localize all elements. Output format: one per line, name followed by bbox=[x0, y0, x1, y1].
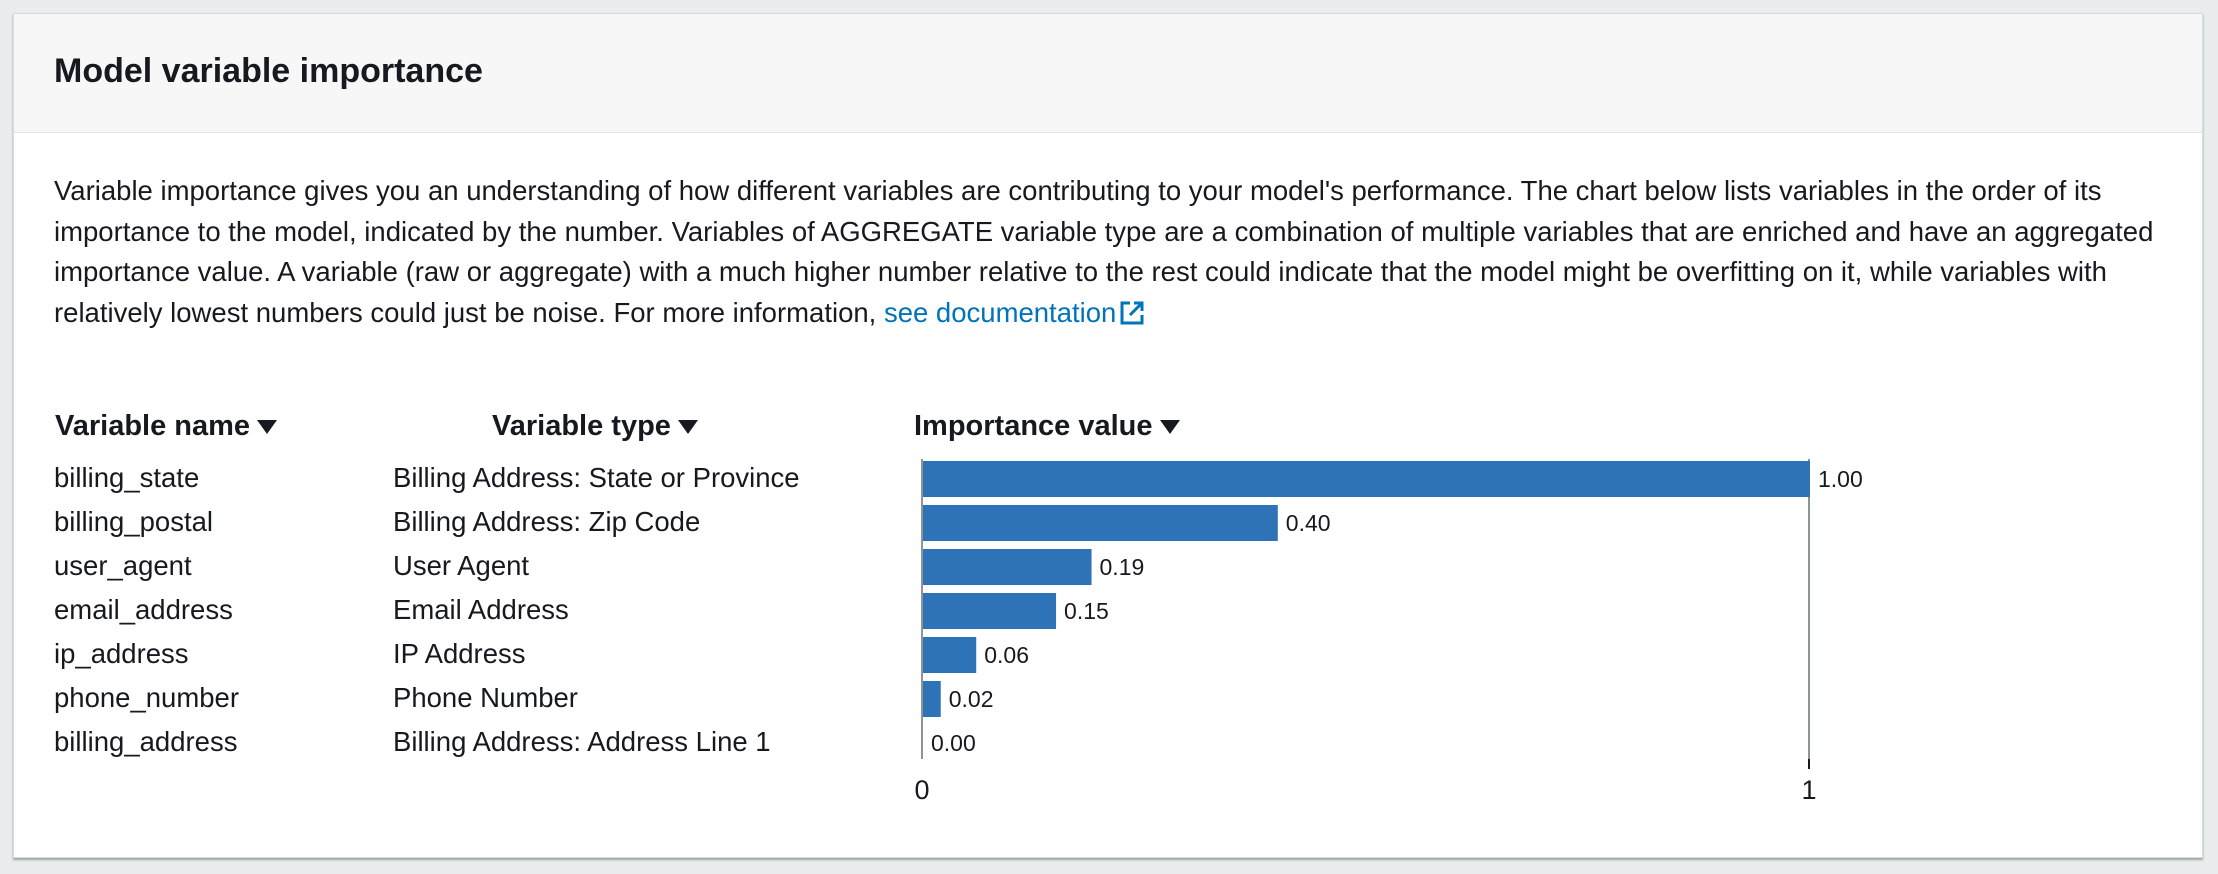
column-header-label[interactable]: Variable type bbox=[492, 410, 671, 442]
bar-value-label: 0.19 bbox=[1100, 554, 1145, 580]
see-documentation-label[interactable]: see documentation bbox=[883, 296, 1117, 328]
external-link-icon[interactable] bbox=[1118, 299, 1146, 327]
bar-value-label: 0.40 bbox=[1286, 510, 1331, 536]
bar-value-label: 0.00 bbox=[931, 730, 976, 756]
variable-name-cell: billing_address bbox=[54, 726, 238, 757]
importance-bar bbox=[923, 549, 1092, 585]
variable-name-cell: billing_postal bbox=[54, 506, 213, 537]
variable-name-cell: user_agent bbox=[54, 550, 192, 581]
column-header-variable-type[interactable]: Variable type bbox=[492, 410, 699, 443]
column-header-label[interactable]: Importance value bbox=[914, 410, 1153, 442]
variable-type-cell: Billing Address: State or Province bbox=[393, 462, 800, 493]
variable-name-cell: email_address bbox=[54, 594, 233, 625]
importance-bar-chart: 1.00 0.40 0.19 0.15 0.06 0.02 0.000 1 bbox=[914, 459, 1863, 805]
sort-caret-down-icon[interactable] bbox=[256, 418, 278, 436]
panel-description: Variable importance gives you an underst… bbox=[54, 171, 2184, 333]
x-tick-label: 0 bbox=[914, 775, 929, 805]
variable-type-cell: Billing Address: Zip Code bbox=[393, 506, 701, 537]
column-header-label[interactable]: Variable name bbox=[55, 410, 251, 442]
variable-type-cell: Email Address bbox=[393, 594, 569, 625]
variable-name-cell: phone_number bbox=[54, 682, 240, 713]
panel-title: Model variable importance bbox=[54, 52, 483, 90]
bar-value-label: 0.06 bbox=[984, 642, 1029, 668]
variable-type-cell: Billing Address: Address Line 1 bbox=[393, 726, 771, 757]
importance-bar bbox=[923, 681, 941, 717]
panel-header: Model variable importance bbox=[14, 14, 2202, 133]
column-header-importance-value[interactable]: Importance value bbox=[914, 410, 1181, 443]
importance-bar bbox=[923, 505, 1278, 541]
variable-type-cell: User Agent bbox=[393, 550, 530, 581]
bar-value-label: 0.15 bbox=[1064, 598, 1109, 624]
importance-bar bbox=[923, 637, 977, 673]
importance-bar bbox=[923, 593, 1057, 629]
importance-bar bbox=[923, 461, 1810, 497]
variable-name-cell: ip_address bbox=[54, 638, 189, 669]
see-documentation-link[interactable]: see documentation bbox=[884, 297, 1146, 328]
variable-type-cell: IP Address bbox=[393, 638, 526, 669]
bar-value-label: 1.00 bbox=[1818, 466, 1863, 492]
sort-caret-down-icon[interactable] bbox=[1159, 418, 1181, 436]
sort-caret-down-icon[interactable] bbox=[677, 418, 699, 436]
variable-name-cell: billing_state bbox=[54, 462, 200, 493]
description-text: Variable importance gives you an underst… bbox=[54, 175, 2154, 328]
bar-value-label: 0.02 bbox=[949, 686, 994, 712]
column-header-variable-name[interactable]: Variable name bbox=[55, 410, 278, 443]
variable-importance-panel: Model variable importance Variable impor… bbox=[13, 13, 2203, 858]
x-tick-label: 1 bbox=[1801, 775, 1816, 805]
variable-type-cell: Phone Number bbox=[393, 682, 578, 713]
